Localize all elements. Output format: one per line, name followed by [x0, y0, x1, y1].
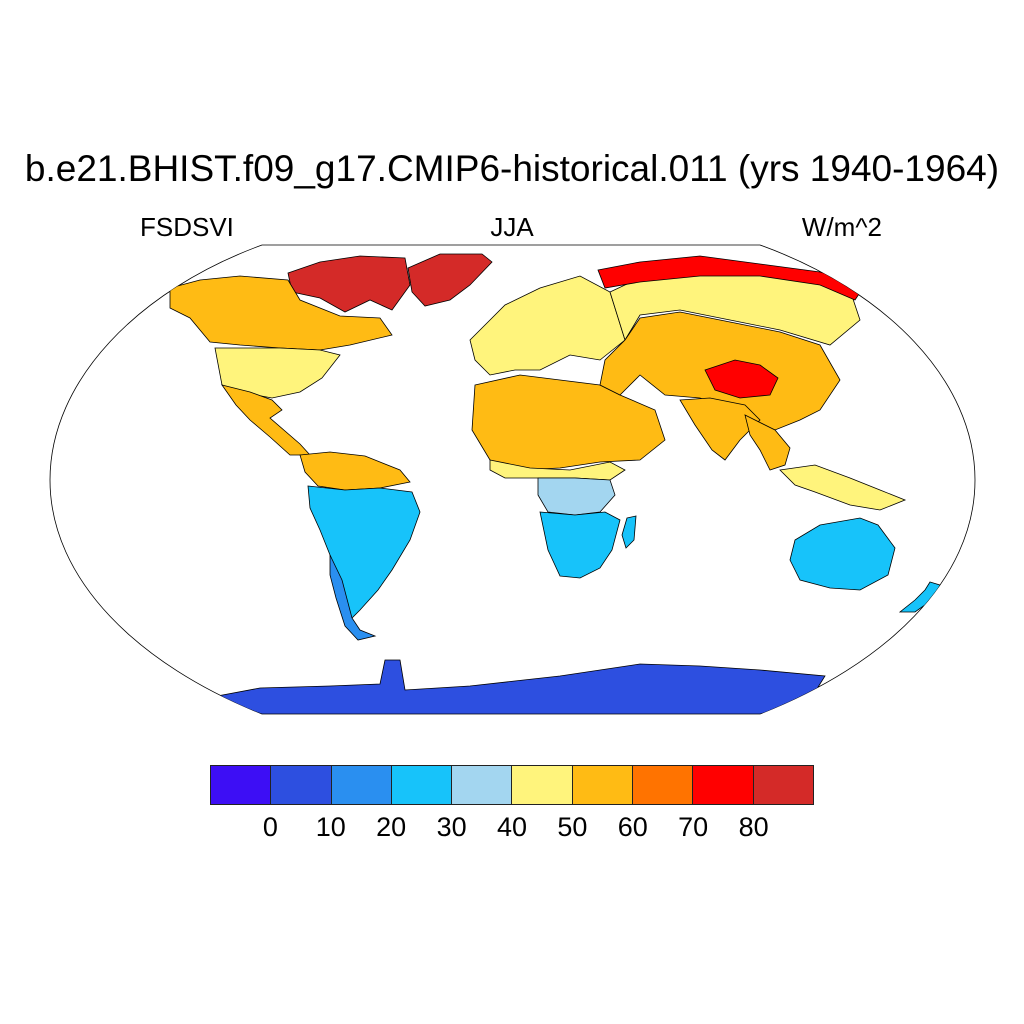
units-label: W/m^2	[801, 212, 882, 242]
colorbar-box-8	[693, 766, 754, 804]
colorbar-box-0	[211, 766, 272, 804]
colorbar-box-3	[391, 766, 453, 804]
region-greenland	[407, 253, 493, 307]
variable-label: FSDSVI	[140, 212, 234, 242]
colorbar-tick-label: 30	[436, 812, 467, 842]
colorbar-box-4	[452, 766, 513, 804]
region-madagascar	[621, 515, 637, 549]
colorbar-tick-label: 40	[496, 812, 528, 842]
colorbar	[210, 765, 814, 805]
region-maritime-continent	[779, 464, 907, 511]
region-india	[679, 397, 761, 461]
colorbar-box-5	[512, 766, 573, 804]
region-southern-africa	[539, 511, 621, 579]
region-mexico-and-central-america	[221, 384, 311, 456]
colorbar-tick-label: 10	[315, 812, 346, 842]
region-northern-south-america	[299, 451, 411, 491]
colorbar-tick-label: 60	[617, 812, 648, 842]
colorbar-tick-label: 0	[262, 812, 278, 842]
region-canada	[169, 275, 393, 351]
colorbar-tick-label: 20	[376, 812, 407, 842]
region-tibetan-plateau	[704, 359, 779, 399]
region-patagonia	[329, 554, 377, 641]
colorbar-ticks: 0 10 20 30 40 50 60 70 80	[210, 812, 814, 848]
region-arctic-russia	[597, 255, 866, 301]
colorbar-box-6	[572, 766, 634, 804]
region-europe	[469, 275, 626, 376]
season-label: JJA	[490, 212, 534, 242]
region-australia	[789, 517, 896, 591]
region-southeast-asia	[744, 414, 791, 471]
region-south-america	[307, 485, 421, 619]
colorbar-tick-label: 80	[738, 812, 769, 842]
plot-title: b.e21.BHIST.f09_g17.CMIP6-historical.011…	[24, 148, 1000, 189]
colorbar-tick-label: 50	[557, 812, 588, 842]
region-central-africa	[537, 477, 616, 516]
colorbar-box-9	[753, 766, 813, 804]
colorbar-tick-label: 70	[678, 812, 709, 842]
region-canadian-arctic	[287, 255, 411, 313]
colorbar-box-1	[271, 766, 332, 804]
colorbar-box-2	[331, 766, 392, 804]
colorbar-box-7	[633, 766, 694, 804]
